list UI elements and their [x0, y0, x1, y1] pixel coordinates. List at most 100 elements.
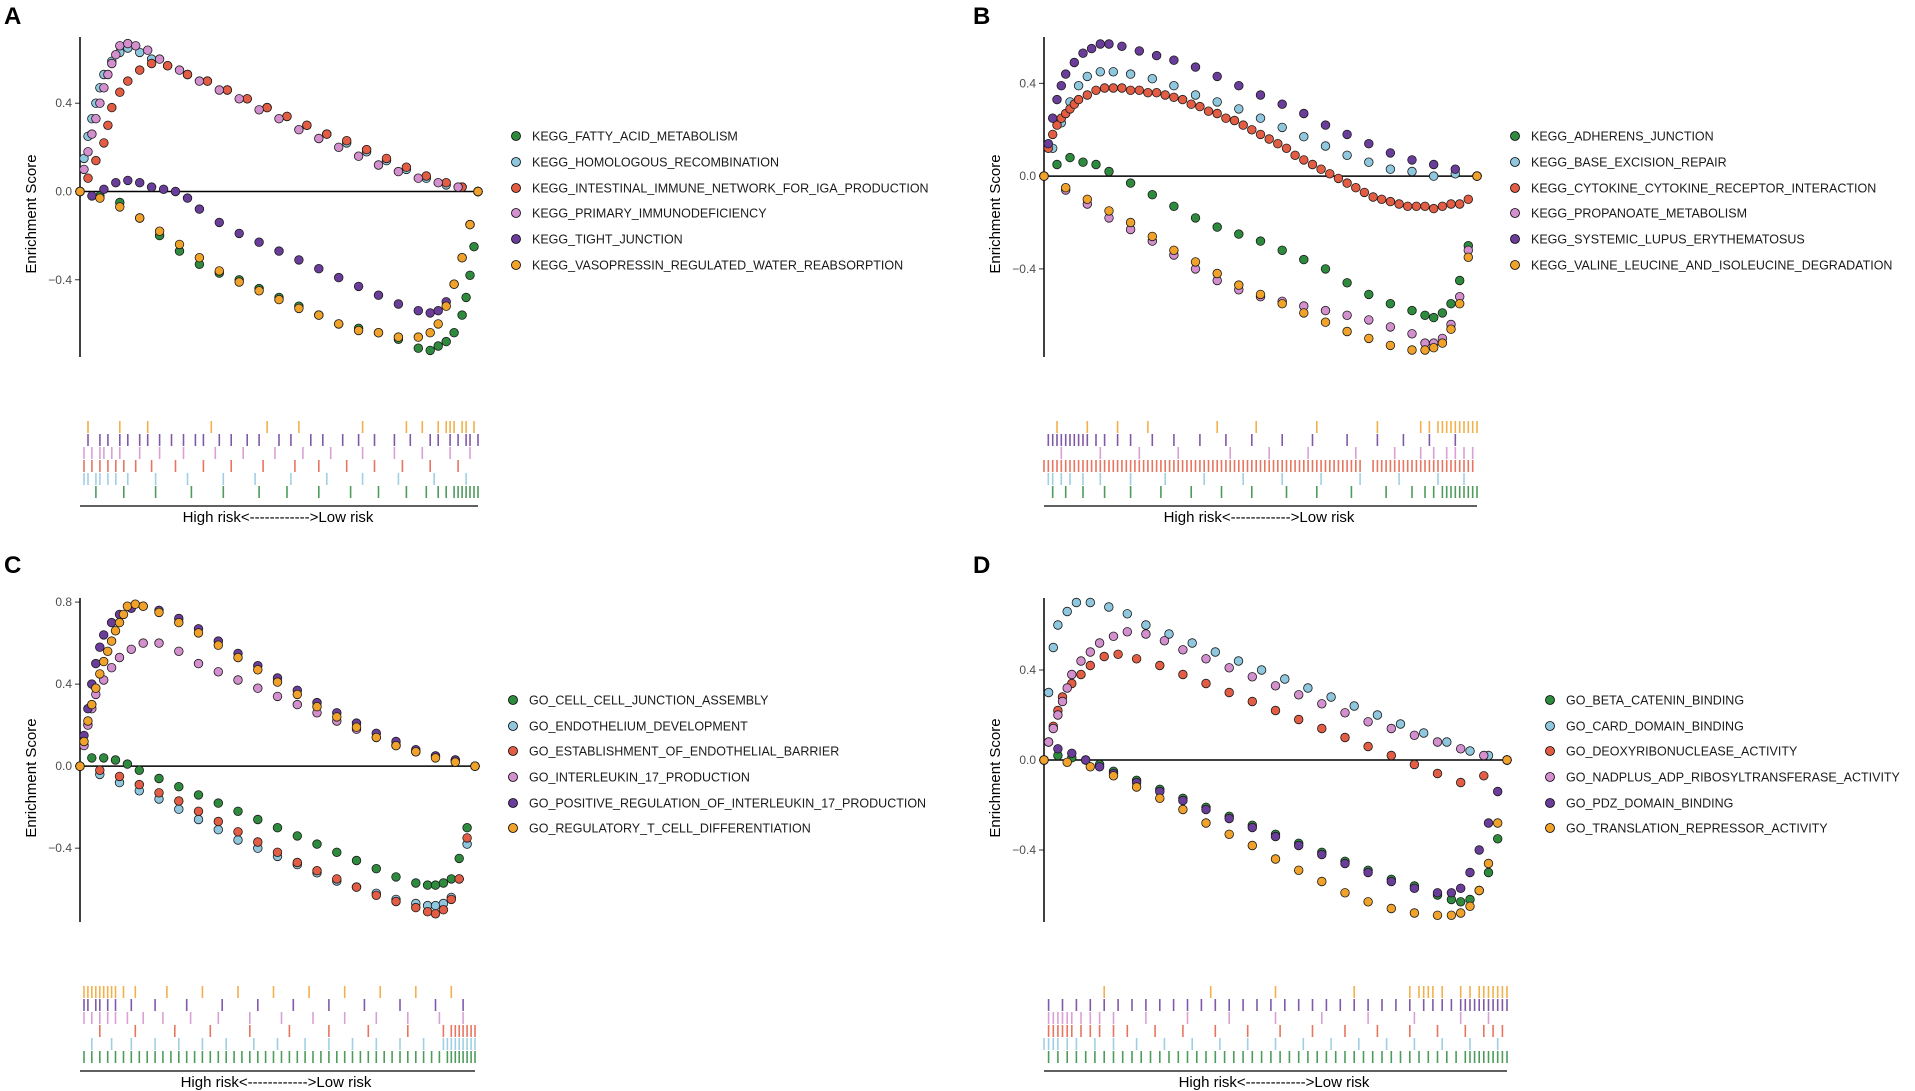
es-point	[1492, 786, 1503, 797]
es-point	[234, 94, 244, 104]
legend-swatch	[511, 131, 521, 141]
es-point	[1368, 192, 1378, 202]
es-point	[413, 173, 424, 183]
legend-item: GO_PDZ_DOMAIN_BINDING	[1545, 797, 1733, 811]
es-point	[274, 246, 284, 256]
es-point	[1407, 345, 1417, 355]
es-point	[91, 155, 101, 166]
es-point	[1203, 106, 1214, 116]
score-points	[75, 599, 480, 919]
es-point	[1160, 90, 1170, 100]
legend-label: GO_DEOXYRIBONUCLEASE_ACTIVITY	[1566, 745, 1798, 759]
es-point	[123, 38, 133, 49]
es-point	[1085, 660, 1096, 671]
es-point	[1134, 46, 1145, 56]
es-point	[170, 186, 181, 197]
es-point	[430, 909, 441, 919]
es-point	[361, 144, 372, 155]
es-point	[272, 847, 283, 858]
es-point	[413, 306, 424, 316]
legend-item: KEGG_CYTOKINE_CYTOKINE_RECEPTOR_INTERACT…	[1510, 182, 1876, 196]
es-point	[1372, 710, 1383, 720]
es-point	[314, 310, 324, 320]
es-point	[1080, 755, 1091, 765]
es-point	[233, 827, 243, 837]
es-point	[1147, 73, 1158, 84]
es-point	[1437, 201, 1448, 212]
es-point	[282, 111, 292, 122]
hit-rug	[83, 421, 479, 498]
es-point	[202, 76, 213, 86]
y-tick-label: 0.0	[1019, 753, 1036, 767]
y-axis-ticks: −0.4 0.0 0.4	[1012, 663, 1044, 857]
es-point	[1364, 289, 1374, 300]
es-point	[154, 788, 164, 798]
es-point	[393, 299, 404, 309]
es-point	[373, 328, 384, 338]
es-point	[1190, 213, 1201, 223]
es-point	[353, 281, 364, 292]
es-point	[1247, 672, 1258, 682]
es-point	[79, 736, 89, 747]
es-point	[1104, 39, 1114, 49]
es-point	[1085, 762, 1096, 772]
es-point	[193, 658, 204, 669]
es-point	[1418, 728, 1429, 738]
es-point	[302, 120, 312, 131]
es-point	[174, 65, 185, 75]
es-point	[1463, 194, 1474, 205]
legend-item: KEGG_HOMOLOGOUS_RECOMBINATION	[511, 156, 779, 170]
es-point	[1299, 155, 1309, 165]
es-point	[1094, 762, 1105, 772]
es-point	[98, 753, 109, 763]
es-point	[1455, 908, 1466, 918]
es-point	[1483, 867, 1494, 878]
es-point	[134, 213, 145, 223]
es-point	[1076, 656, 1086, 666]
es-point	[1320, 141, 1331, 151]
es-point	[1363, 867, 1373, 878]
x-axis-label: High risk<------------>Low risk	[183, 509, 374, 526]
es-point	[1299, 308, 1309, 318]
legend: GO_CELL_CELL_JUNCTION_ASSEMBLY GO_ENDOTH…	[508, 694, 926, 836]
es-point	[1407, 155, 1417, 165]
es-point	[1270, 705, 1281, 716]
es-point	[1067, 748, 1077, 759]
es-point	[1340, 708, 1350, 718]
es-point	[1201, 678, 1211, 689]
es-point	[1224, 663, 1234, 673]
legend-item: GO_REGULATORY_T_CELL_DIFFERENTIATION	[508, 822, 811, 836]
es-point	[99, 83, 109, 93]
es-point	[1281, 143, 1292, 154]
es-point	[462, 823, 472, 833]
es-point	[111, 50, 121, 60]
es-point	[373, 160, 384, 170]
es-point	[1043, 138, 1054, 149]
hit-rug	[1043, 421, 1478, 498]
es-point	[1233, 656, 1244, 666]
es-point	[430, 900, 441, 911]
es-point	[1303, 683, 1313, 693]
es-point	[421, 171, 432, 181]
es-point	[99, 138, 109, 148]
es-point	[1359, 187, 1370, 198]
es-point	[1125, 85, 1136, 96]
es-point	[470, 761, 480, 771]
es-point	[1386, 723, 1397, 734]
es-point	[1095, 67, 1106, 77]
es-point	[1255, 129, 1266, 140]
legend-item: KEGG_INTESTINAL_IMMUNE_NETWORK_FOR_IGA_P…	[511, 182, 929, 196]
legend-item: KEGG_VALINE_LEUCINE_AND_ISOLEUCINE_DEGRA…	[1510, 259, 1892, 273]
y-tick-label: −0.4	[48, 273, 72, 287]
es-point	[1187, 638, 1197, 648]
legend-label: KEGG_PRIMARY_IMMUNODEFICIENCY	[532, 207, 767, 221]
es-point	[1221, 113, 1231, 123]
es-point	[1155, 660, 1165, 671]
es-point	[130, 41, 141, 51]
es-point	[401, 162, 412, 172]
es-point	[393, 166, 404, 177]
es-point	[1277, 299, 1287, 309]
es-point	[1224, 829, 1234, 840]
es-point	[1363, 717, 1373, 727]
es-point	[1455, 744, 1466, 754]
